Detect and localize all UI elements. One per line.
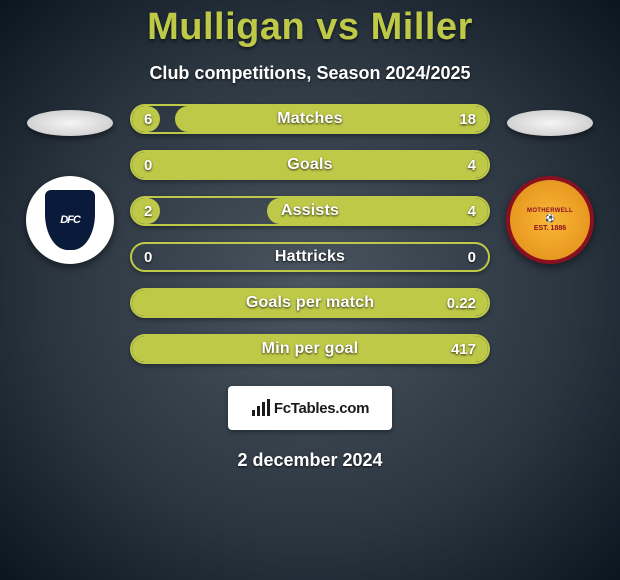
main-area: DFC Matches618Goals04Assists24Hattricks0…: [0, 110, 620, 364]
subtitle: Club competitions, Season 2024/2025: [0, 63, 620, 84]
stat-row: Min per goal417: [130, 334, 490, 364]
left-team-badge-text: DFC: [45, 190, 95, 250]
brand-text: FcTables.com: [274, 400, 369, 417]
date-text: 2 december 2024: [0, 450, 620, 471]
right-player-col: MOTHERWELL ⚽ EST. 1886: [500, 110, 600, 264]
stat-row: Goals04: [130, 150, 490, 180]
stat-row: Hattricks00: [130, 242, 490, 272]
stat-pill: [130, 196, 490, 226]
stat-fill-right: [267, 198, 488, 224]
stat-pill: [130, 150, 490, 180]
stat-fill-left: [132, 198, 160, 224]
stat-pill: [130, 104, 490, 134]
stats-column: Matches618 Goals04 Assists24 Hattricks00 Goa…: [130, 104, 490, 364]
stat-pill: [130, 334, 490, 364]
brand-bars-icon: [251, 399, 271, 417]
right-badge-est: EST. 1886: [527, 225, 573, 232]
stat-fill-right: [132, 290, 488, 316]
stat-fill-right: [175, 106, 488, 132]
left-avatar-placeholder: [27, 110, 113, 136]
brand-box[interactable]: FcTables.com: [228, 386, 392, 430]
stat-row: Goals per match0.22: [130, 288, 490, 318]
stat-pill: [130, 288, 490, 318]
right-team-badge-text: MOTHERWELL ⚽ EST. 1886: [527, 208, 573, 232]
left-team-badge: DFC: [26, 176, 114, 264]
stat-fill-left: [132, 106, 160, 132]
stat-fill-right: [132, 336, 488, 362]
right-badge-crest-icon: ⚽: [527, 215, 573, 223]
right-avatar-placeholder: [507, 110, 593, 136]
left-player-col: DFC: [20, 110, 120, 264]
stat-row: Matches618: [130, 104, 490, 134]
stat-pill: [130, 242, 490, 272]
page-title: Mulligan vs Miller: [0, 0, 620, 49]
stat-row: Assists24: [130, 196, 490, 226]
stat-fill-right: [132, 152, 488, 178]
right-team-badge: MOTHERWELL ⚽ EST. 1886: [506, 176, 594, 264]
